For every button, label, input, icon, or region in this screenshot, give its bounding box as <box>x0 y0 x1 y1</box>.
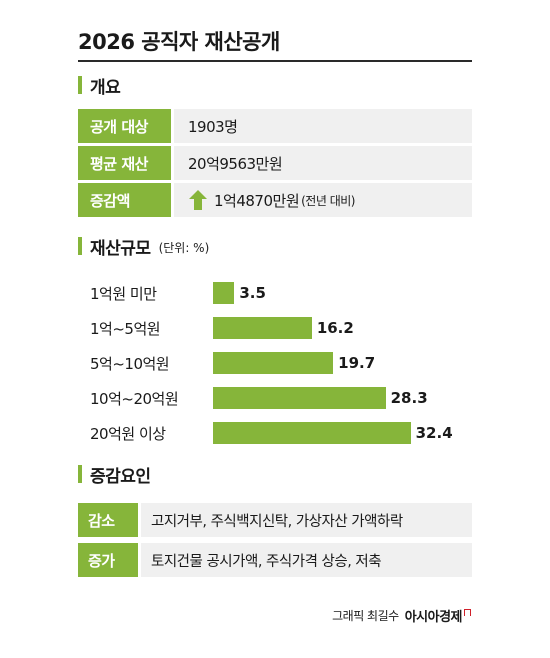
bar-label: 5억~10억원 <box>90 354 170 373</box>
overview-heading: 개요 <box>90 77 121 98</box>
bar <box>213 317 312 339</box>
brand-mark-icon <box>464 609 471 616</box>
overview-section-header: 개요 <box>78 74 121 98</box>
bar-value: 28.3 <box>390 389 428 407</box>
chart-unit: (단위: %) <box>158 241 210 255</box>
bar-value: 19.7 <box>338 354 376 372</box>
factor-value: 토지건물 공시가액, 주식가격 상승, 저축 <box>141 543 472 577</box>
bar <box>213 282 235 304</box>
section-marker <box>78 465 82 483</box>
overview-row-average: 평균 재산 20억9563만원 <box>78 146 472 180</box>
overview-row-change: 증감액 1억4870만원 (전년 대비) <box>78 183 472 217</box>
up-arrow-icon <box>189 190 207 210</box>
overview-key: 증감액 <box>78 183 171 217</box>
bar-value: 32.4 <box>415 424 453 442</box>
bar-label: 20억원 이상 <box>90 424 166 443</box>
change-note: (전년 대비) <box>301 193 355 208</box>
bar-value: 16.2 <box>316 319 354 337</box>
factor-row-increase: 증가 토지건물 공시가액, 주식가격 상승, 저축 <box>78 543 472 577</box>
brand-logo-text: 아시아경제 <box>404 610 463 625</box>
chart-section-header: 재산규모 (단위: %) <box>78 235 210 259</box>
section-marker <box>78 76 82 94</box>
title-divider <box>78 60 472 62</box>
section-marker <box>78 237 82 255</box>
overview-key: 공개 대상 <box>78 109 171 143</box>
overview-key: 평균 재산 <box>78 146 171 180</box>
bar-value: 3.5 <box>239 284 266 302</box>
credit-text: 그래픽 최길수 <box>332 609 399 623</box>
credit-line: 그래픽 최길수 아시아경제 <box>332 606 471 625</box>
bar <box>213 352 334 374</box>
bar <box>213 422 411 444</box>
factor-key: 증가 <box>78 543 138 577</box>
factors-heading: 증감요인 <box>90 466 151 487</box>
overview-value: 1903명 <box>174 109 472 143</box>
overview-row-target: 공개 대상 1903명 <box>78 109 472 143</box>
overview-value: 20억9563만원 <box>174 146 472 180</box>
factor-row-decrease: 감소 고지거부, 주식백지신탁, 가상자산 가액하락 <box>78 503 472 537</box>
bar-label: 1억~5억원 <box>90 319 161 338</box>
change-amount: 1억4870만원 <box>214 191 300 210</box>
page-title: 2026 공직자 재산공개 <box>78 30 280 54</box>
factor-value: 고지거부, 주식백지신탁, 가상자산 가액하락 <box>141 503 472 537</box>
overview-value-cell: 1억4870만원 (전년 대비) <box>174 183 472 217</box>
factor-key: 감소 <box>78 503 138 537</box>
factors-section-header: 증감요인 <box>78 463 151 487</box>
bar-label: 1억원 미만 <box>90 284 157 303</box>
bar <box>213 387 386 409</box>
bar-label: 10억~20억원 <box>90 389 179 408</box>
chart-title: 재산규모 <box>90 238 151 259</box>
